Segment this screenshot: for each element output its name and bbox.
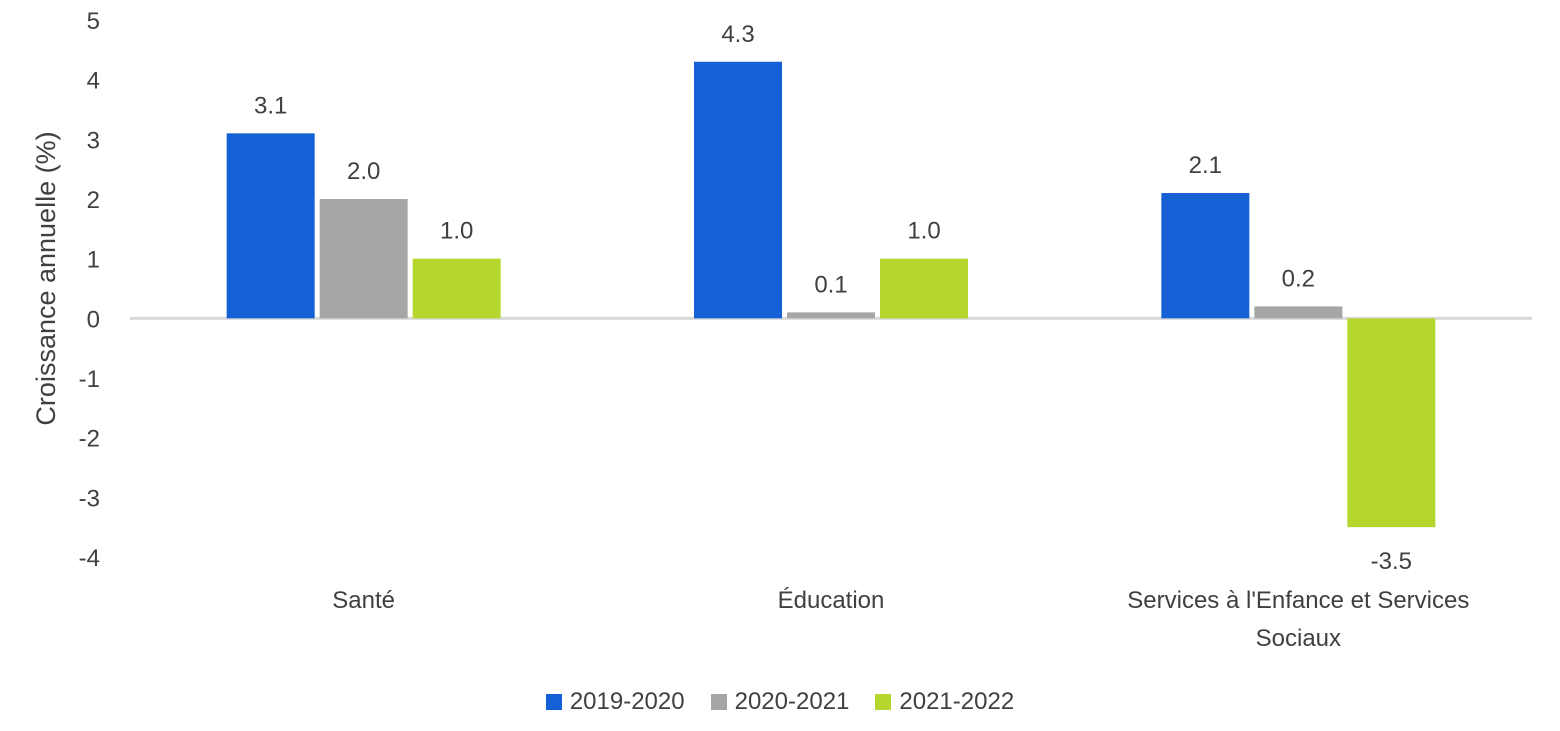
data-label: 1.0 (440, 218, 473, 245)
y-tick-label: 2 (87, 187, 100, 214)
legend-label: 2021-2022 (899, 688, 1015, 715)
bar-2021-2022-1 (880, 258, 968, 319)
bar-2021-2022-2 (1347, 318, 1436, 528)
y-tick-label: 1 (87, 247, 100, 274)
data-label: 3.1 (254, 92, 287, 119)
legend-label: 2020-2021 (734, 688, 850, 715)
y-tick-label: -2 (79, 426, 100, 453)
bar-2020-2021-0 (319, 199, 408, 319)
legend-swatch (710, 694, 727, 710)
y-tick-label: -1 (79, 366, 100, 393)
data-label: 4.3 (721, 21, 754, 48)
data-label: 2.0 (347, 158, 380, 185)
legend-swatch (545, 694, 562, 710)
y-axis: 5 4 3 2 1 0 -1 -2 -3 -4 (79, 8, 100, 572)
category-label: Santé (332, 587, 395, 614)
category-label: Services à l'Enfance et Services (1127, 587, 1469, 614)
legend-item-2021-2022: 2021-2022 (875, 688, 1014, 716)
category-label: Éducation (778, 587, 885, 614)
category-label: Sociaux (1256, 625, 1341, 652)
data-label: 1.0 (907, 218, 940, 245)
y-tick-label: 3 (87, 127, 100, 154)
data-label: 0.1 (814, 271, 847, 298)
bar-2020-2021-2 (1254, 306, 1343, 319)
y-tick-label: -3 (79, 485, 100, 512)
y-axis-title: Croissance annuelle (%) (31, 131, 61, 425)
data-label: 0.2 (1282, 265, 1315, 292)
legend-label: 2019-2020 (569, 688, 685, 715)
y-tick-label: 5 (87, 8, 100, 35)
legend-item-2020-2021: 2020-2021 (710, 688, 850, 716)
data-labels: 3.1 4.3 2.1 2.0 0.1 0.2 1.0 1.0 -3.5 (254, 21, 1412, 575)
bars (226, 61, 1436, 528)
data-label: 2.1 (1189, 152, 1222, 179)
bar-2019-2020-0 (226, 133, 315, 319)
x-axis-categories: Santé Éducation Services à l'Enfance et Se… (332, 587, 1469, 652)
legend-item-2019-2020: 2019-2020 (545, 688, 685, 716)
y-tick-label: 4 (87, 68, 100, 95)
bar-2020-2021-1 (787, 312, 875, 319)
bar-2019-2020-1 (694, 61, 782, 319)
y-tick-label: -4 (79, 545, 100, 572)
legend: 2019-2020 2020-2021 2021-2022 (0, 688, 1560, 716)
bar-chart: 5 4 3 2 1 0 -1 -2 -3 -4 Croissance annuelle (%) 3… (31, 8, 1532, 652)
y-tick-label: 0 (87, 306, 100, 333)
bar-2021-2022-0 (412, 258, 501, 319)
data-label: -3.5 (1371, 548, 1412, 575)
bar-2019-2020-2 (1161, 193, 1250, 319)
legend-swatch (875, 694, 892, 710)
